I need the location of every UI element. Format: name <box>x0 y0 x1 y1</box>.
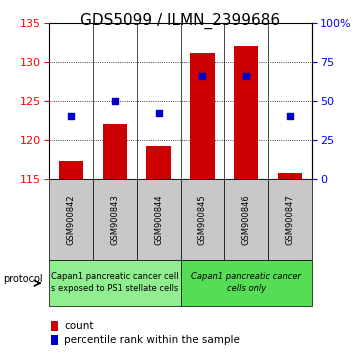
Point <box>156 110 161 116</box>
Text: GSM900843: GSM900843 <box>110 194 119 245</box>
Point <box>200 73 205 79</box>
Bar <box>147 146 171 179</box>
Text: s exposed to PS1 stellate cells: s exposed to PS1 stellate cells <box>51 284 178 293</box>
Point <box>287 114 293 119</box>
Text: Capan1 pancreatic cancer cell: Capan1 pancreatic cancer cell <box>51 272 178 281</box>
Bar <box>278 172 303 179</box>
Text: GSM900844: GSM900844 <box>154 194 163 245</box>
Text: GSM900842: GSM900842 <box>66 194 75 245</box>
Text: protocol: protocol <box>4 274 43 284</box>
Text: GSM900847: GSM900847 <box>286 194 295 245</box>
Text: GSM900845: GSM900845 <box>198 194 207 245</box>
Bar <box>58 161 83 179</box>
Text: GSM900846: GSM900846 <box>242 194 251 245</box>
Text: count: count <box>64 321 93 331</box>
Point <box>112 98 117 104</box>
Text: percentile rank within the sample: percentile rank within the sample <box>64 335 240 345</box>
Point <box>243 73 249 79</box>
Text: cells only: cells only <box>227 284 266 293</box>
Text: Capan1 pancreatic cancer: Capan1 pancreatic cancer <box>191 272 301 281</box>
Bar <box>103 124 127 179</box>
Text: GDS5099 / ILMN_2399686: GDS5099 / ILMN_2399686 <box>81 12 280 29</box>
Bar <box>234 46 258 179</box>
Bar <box>190 53 214 179</box>
Point <box>68 114 74 119</box>
